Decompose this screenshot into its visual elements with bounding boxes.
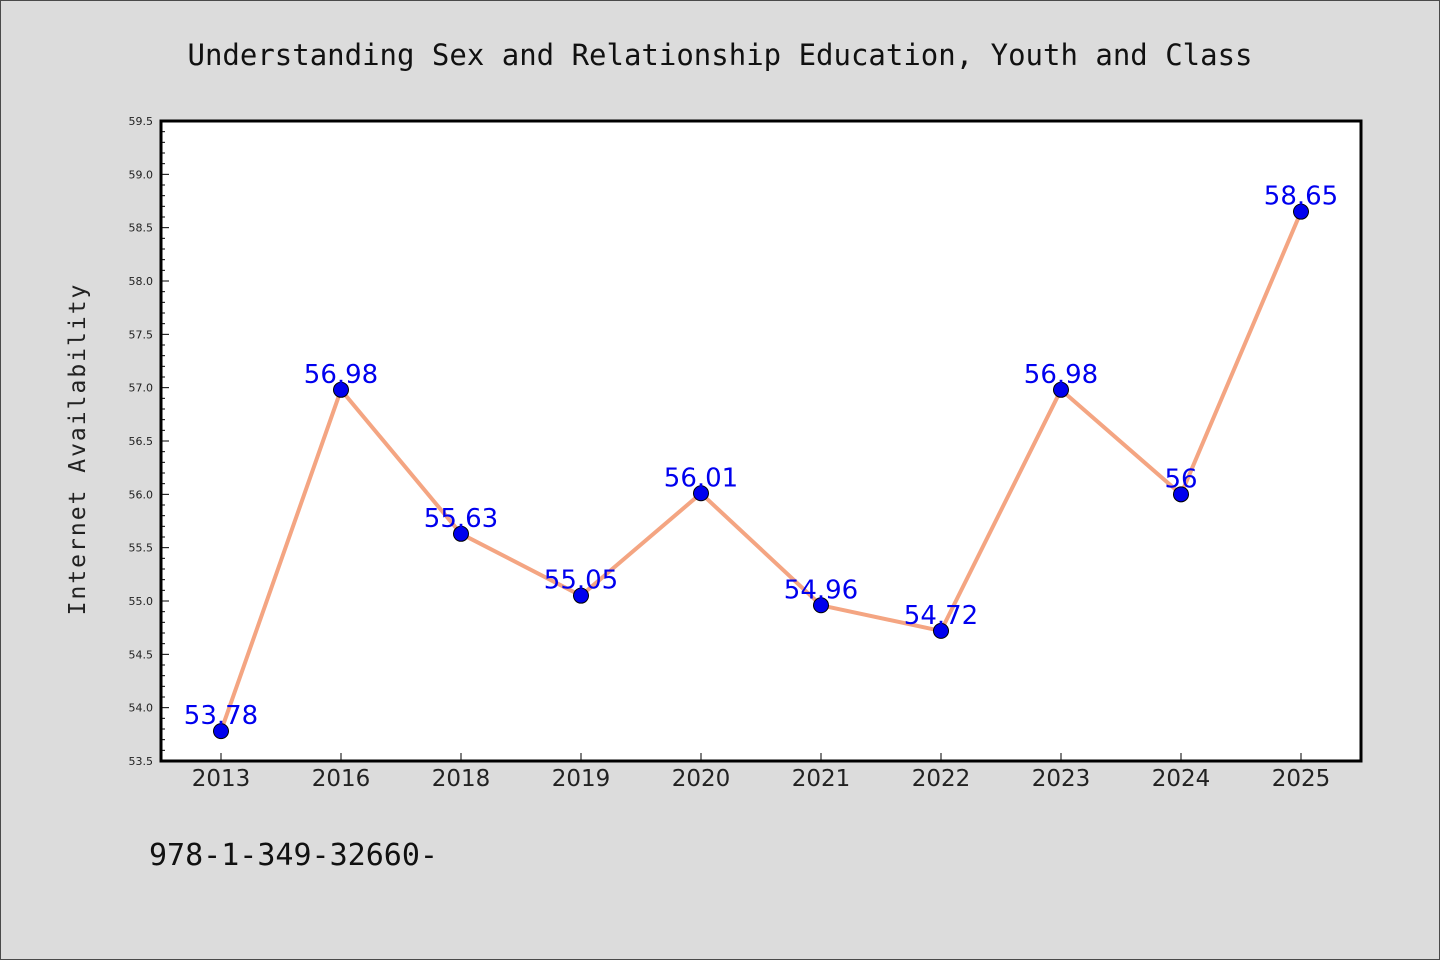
y-tick-label: 57.5 (129, 328, 154, 341)
x-axis: 2013 2016 2018 2019 2020 2021 2022 2023 2024 2025 (192, 753, 1331, 792)
data-point-label: 55.05 (544, 566, 618, 596)
y-tick-label: 59.0 (129, 168, 154, 181)
x-tick-label: 2024 (1152, 766, 1211, 792)
x-tick-label: 2020 (672, 766, 731, 792)
data-point-label: 56.98 (304, 360, 378, 390)
data-point-label: 56 (1164, 464, 1197, 494)
y-tick-label: 54.5 (129, 648, 154, 661)
x-tick-label: 2021 (792, 766, 851, 792)
y-axis-label: Internet Availability (65, 283, 91, 616)
data-point-marker (333, 381, 349, 398)
y-tick-label: 59.5 (129, 115, 154, 128)
chart-title: Understanding Sex and Relationship Educa… (187, 38, 1252, 72)
y-tick-label: 58.0 (129, 275, 154, 288)
x-tick-label: 2025 (1272, 766, 1331, 792)
data-point-label: 54.72 (904, 601, 978, 631)
data-point-label: 54.96 (784, 575, 858, 605)
y-tick-label: 54.0 (129, 702, 154, 715)
data-point-label: 53.78 (184, 701, 258, 731)
x-tick-label: 2023 (1032, 766, 1091, 792)
y-tick-label: 55.0 (129, 595, 154, 608)
plot-frame (159, 119, 1363, 763)
data-point-label: 56.01 (664, 463, 738, 493)
isbn-footer: 978-1-349-32660- (149, 838, 438, 873)
x-tick-label: 2019 (552, 766, 611, 792)
y-tick-label: 57.0 (129, 382, 154, 395)
data-point-marker (1053, 381, 1069, 398)
y-tick-label: 58.5 (129, 222, 154, 235)
data-point-marker (813, 597, 829, 614)
data-point-marker (573, 587, 589, 604)
x-tick-label: 2018 (432, 766, 491, 792)
data-point-marker (453, 525, 469, 542)
x-tick-label: 2016 (312, 766, 371, 792)
y-tick-label: 56.0 (129, 488, 154, 501)
data-point-marker (1293, 203, 1309, 220)
data-point-marker (933, 622, 949, 639)
data-point-marker (1173, 486, 1189, 503)
x-tick-label: 2022 (912, 766, 971, 792)
data-point-label: 56.98 (1024, 360, 1098, 390)
series-line (219, 209, 1303, 734)
y-tick-label: 53.5 (129, 755, 154, 768)
data-point-marker (213, 723, 229, 740)
data-point-label: 58.65 (1264, 182, 1338, 212)
plot-area (161, 121, 1361, 761)
y-tick-label: 56.5 (129, 435, 154, 448)
data-point-label: 55.63 (424, 504, 498, 534)
series-markers (213, 203, 1309, 740)
x-tick-label: 2013 (192, 766, 251, 792)
data-labels: 53.78 56.98 55.63 55.05 56.01 54.96 54.72 56.98… (184, 182, 1338, 731)
y-tick-label: 55.5 (129, 542, 154, 555)
data-point-marker (693, 485, 709, 502)
